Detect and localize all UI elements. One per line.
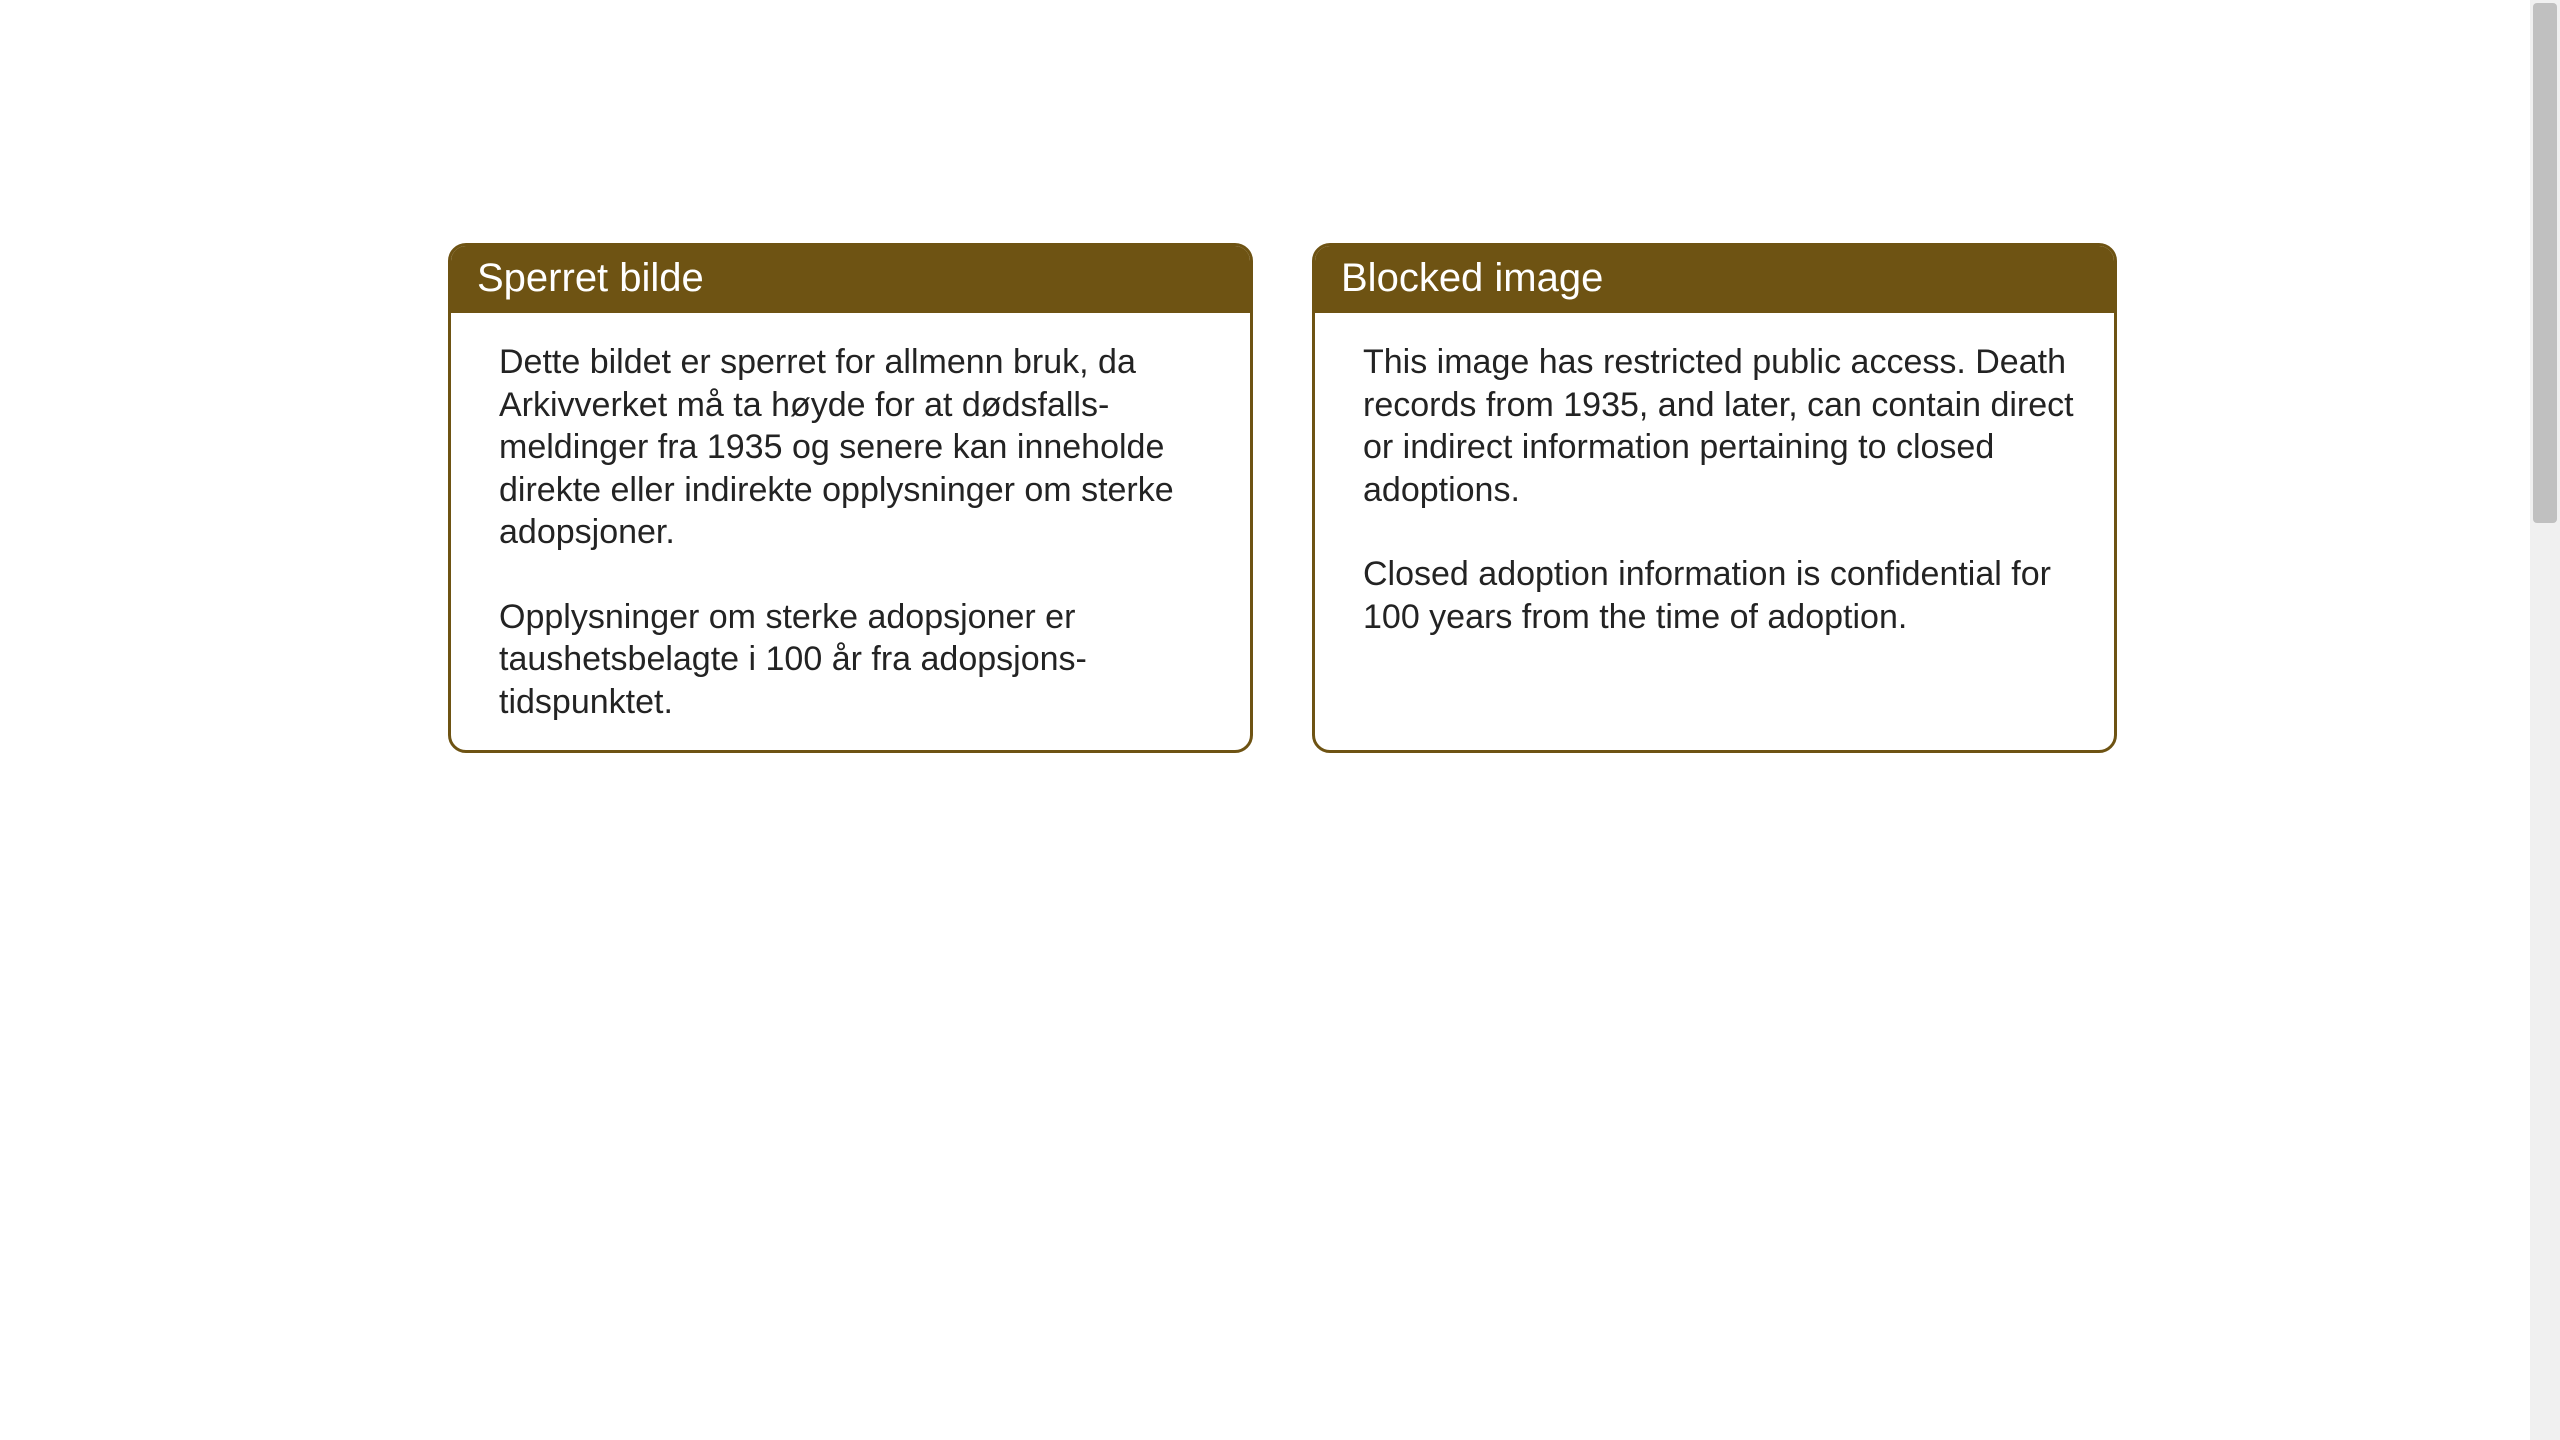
card-english: Blocked image This image has restricted … xyxy=(1312,243,2117,753)
card-norwegian-body: Dette bildet er sperret for allmenn bruk… xyxy=(451,313,1250,751)
card-english-paragraph2: Closed adoption information is confident… xyxy=(1363,553,2074,638)
card-norwegian: Sperret bilde Dette bildet er sperret fo… xyxy=(448,243,1253,753)
scrollbar-thumb[interactable] xyxy=(2533,3,2557,523)
card-norwegian-paragraph2: Opplysninger om sterke adopsjoner er tau… xyxy=(499,596,1210,724)
card-norwegian-title: Sperret bilde xyxy=(477,256,704,300)
card-norwegian-header: Sperret bilde xyxy=(451,246,1250,313)
cards-container: Sperret bilde Dette bildet er sperret fo… xyxy=(448,243,2117,753)
card-english-paragraph1: This image has restricted public access.… xyxy=(1363,341,2074,511)
card-english-title: Blocked image xyxy=(1341,256,1603,300)
card-english-body: This image has restricted public access.… xyxy=(1315,313,2114,666)
scrollbar-track[interactable] xyxy=(2530,0,2560,1440)
card-english-header: Blocked image xyxy=(1315,246,2114,313)
card-norwegian-paragraph1: Dette bildet er sperret for allmenn bruk… xyxy=(499,341,1210,554)
